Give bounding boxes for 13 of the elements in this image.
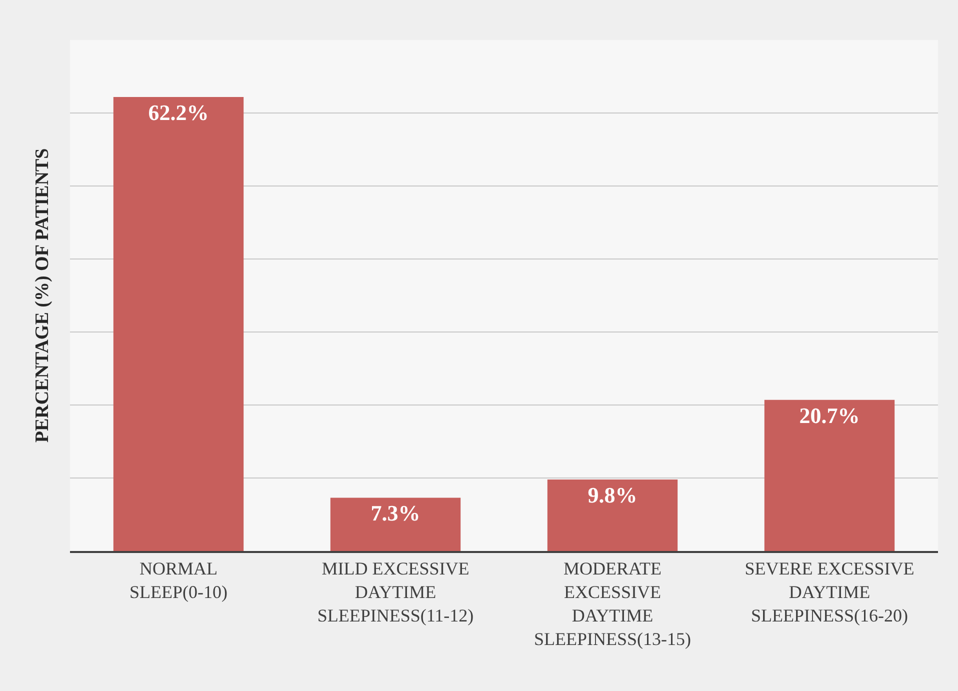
bar: [547, 479, 678, 551]
bar: [113, 96, 244, 551]
x-tick-label: NORMAL SLEEP(0-10): [130, 558, 228, 602]
data-label: 20.7%: [799, 402, 860, 428]
data-label: 7.3%: [370, 500, 420, 526]
x-tick-label: MODERATE EXCESSIVE DAYTIME SLEEPINESS(13-15): [534, 558, 692, 649]
bar: [764, 400, 895, 551]
bar: [330, 498, 461, 551]
y-axis-title: PERCENTAGE (%) OF PATIENTS: [32, 148, 53, 443]
data-label: 62.2%: [148, 100, 209, 125]
data-label: 9.8%: [588, 482, 638, 508]
x-tick-label: SEVERE EXCESSIVE DAYTIME SLEEPINESS(16-20): [744, 558, 914, 626]
x-tick-label: MILD EXCESSIVE DAYTIME SLEEPINESS(11-12): [317, 558, 474, 626]
